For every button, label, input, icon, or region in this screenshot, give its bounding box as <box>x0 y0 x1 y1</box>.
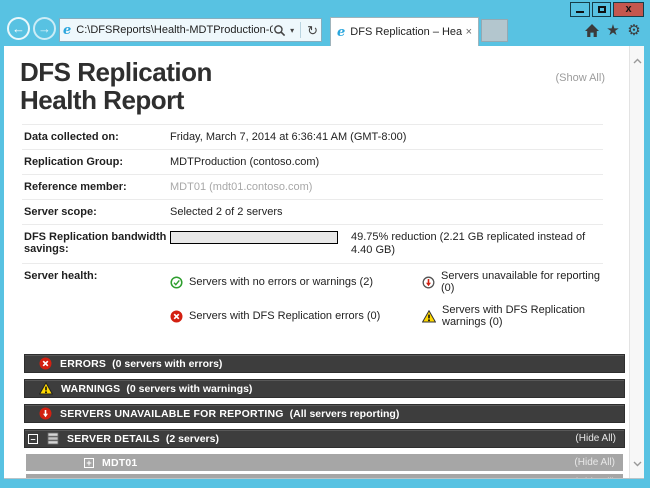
health-item-errors: Servers with DFS Replication errors (0) <box>170 304 422 328</box>
expand-toggle[interactable]: + <box>84 457 94 468</box>
tab-dfs-replication-health-report[interactable]: e DFS Replication – Health Re... × <box>330 17 479 46</box>
page-content: DFS Replication Health Report (Show All)… <box>4 46 644 479</box>
info-row-data-collected: Data collected on: Friday, March 7, 2014… <box>22 124 603 149</box>
health-item-warnings: Servers with DFS Replication warnings (0… <box>422 304 603 328</box>
info-label: Replication Group: <box>24 156 123 168</box>
server-row-mdt02[interactable]: + MDT02 (Hide All) <box>26 474 623 479</box>
section-servers-unavailable[interactable]: SERVERS UNAVAILABLE FOR REPORTING (All s… <box>24 404 625 423</box>
window-controls: x <box>570 2 644 17</box>
section-count: (2 servers) <box>165 432 219 445</box>
health-item-no-errors: Servers with no errors or warnings (2) <box>170 270 422 294</box>
health-report: DFS Replication Health Report (Show All)… <box>4 46 629 478</box>
hide-all-link[interactable]: (Hide All) <box>575 433 616 444</box>
info-label: Server health: <box>24 270 98 282</box>
favorites-button[interactable]: ★ <box>604 21 622 39</box>
info-label: Reference member: <box>24 181 127 193</box>
vertical-scrollbar[interactable] <box>629 46 644 478</box>
server-row-mdt01[interactable]: + MDT01 (Hide All) <box>26 454 623 471</box>
address-bar[interactable]: e C:\DFSReports\Health-MDTProduction-07M… <box>59 18 322 42</box>
server-icon <box>47 432 59 445</box>
star-icon: ★ <box>606 22 620 39</box>
gear-icon: ⚙ <box>627 22 641 39</box>
info-value: MDTProduction (contoso.com) <box>170 156 320 168</box>
warning-triangle-icon <box>422 309 436 322</box>
address-divider <box>300 22 302 38</box>
tab-title: DFS Replication – Health Re... <box>350 26 462 38</box>
page-icon: e <box>63 22 72 38</box>
scroll-up-button[interactable] <box>630 52 644 69</box>
section-server-details[interactable]: – SERVER DETAILS (2 servers) (Hide All) <box>24 429 625 448</box>
info-value: MDT01 (mdt01.contoso.com) <box>170 181 313 193</box>
info-row-server-health: Server health: Servers with no errors or… <box>22 263 603 342</box>
warning-triangle-icon <box>39 382 53 395</box>
unavailable-circle-icon <box>422 276 435 288</box>
red-error-circle-icon <box>170 310 183 322</box>
info-label: Data collected on: <box>24 131 119 143</box>
info-label: DFS Replication bandwidth savings: <box>24 231 167 255</box>
hide-all-link[interactable]: (Hide All) <box>574 457 615 468</box>
info-row-bandwidth-savings: DFS Replication bandwidth savings: 49.75… <box>22 224 603 263</box>
unavailable-circle-icon <box>39 407 52 420</box>
health-item-unavailable: Servers unavailable for reporting (0) <box>422 270 603 294</box>
forward-button[interactable]: → <box>33 17 56 40</box>
section-count: (0 servers with warnings) <box>126 382 253 395</box>
server-name: MDT01 <box>102 456 138 469</box>
address-text[interactable]: C:\DFSReports\Health-MDTProduction-07Ma <box>76 24 274 36</box>
red-error-circle-icon <box>39 357 52 370</box>
refresh-icon[interactable]: ↻ <box>307 22 318 38</box>
report-sections: ERRORS (0 servers with errors) WARNINGS … <box>24 354 625 479</box>
chevron-down-icon <box>633 461 641 466</box>
close-icon: x <box>625 3 632 15</box>
section-count: (All servers reporting) <box>289 407 400 420</box>
back-button[interactable]: ← <box>7 17 30 40</box>
search-icon[interactable] <box>273 24 286 37</box>
info-row-replication-group: Replication Group: MDTProduction (contos… <box>22 149 603 174</box>
report-summary-table: Data collected on: Friday, March 7, 2014… <box>22 124 603 342</box>
bandwidth-summary: 49.75% reduction (2.21 GB replicated ins… <box>351 231 586 256</box>
server-name: MDT02 <box>102 477 137 479</box>
info-row-reference-member: Reference member: MDT01 (mdt01.contoso.c… <box>22 174 603 199</box>
scroll-down-button[interactable] <box>630 455 644 472</box>
minimize-icon <box>576 11 584 13</box>
green-check-circle-icon <box>170 275 183 289</box>
info-label: Server scope: <box>24 206 97 218</box>
back-arrow-icon: ← <box>12 21 25 36</box>
tab-close-icon[interactable]: × <box>465 26 472 38</box>
forward-arrow-icon: → <box>38 21 51 36</box>
section-warnings[interactable]: WARNINGS (0 servers with warnings) <box>24 379 625 398</box>
address-dropdown-icon[interactable]: ▾ <box>290 25 295 35</box>
page-title: DFS Replication Health Report <box>20 57 212 115</box>
chevron-up-icon <box>633 58 641 63</box>
bandwidth-progress-bar <box>170 231 338 244</box>
section-title: SERVER DETAILS <box>67 432 160 445</box>
section-errors[interactable]: ERRORS (0 servers with errors) <box>24 354 625 373</box>
collapse-toggle[interactable]: – <box>28 433 38 444</box>
home-button[interactable] <box>583 21 601 39</box>
info-row-server-scope: Server scope: Selected 2 of 2 servers <box>22 199 603 224</box>
section-title: SERVERS UNAVAILABLE FOR REPORTING <box>60 407 284 420</box>
section-title: ERRORS <box>60 357 107 370</box>
expand-toggle[interactable]: + <box>84 477 94 478</box>
close-button[interactable]: x <box>613 2 644 17</box>
show-all-link[interactable]: (Show All) <box>555 72 605 84</box>
home-icon <box>585 23 599 37</box>
maximize-icon <box>597 6 606 13</box>
tools-button[interactable]: ⚙ <box>625 21 643 39</box>
section-count: (0 servers with errors) <box>112 357 223 370</box>
info-value: Friday, March 7, 2014 at 6:36:41 AM (GMT… <box>170 131 407 143</box>
hide-all-link[interactable]: (Hide All) <box>574 477 615 478</box>
new-tab-button[interactable] <box>481 19 508 42</box>
section-title: WARNINGS <box>61 382 121 395</box>
info-value: Selected 2 of 2 servers <box>170 206 283 218</box>
maximize-button[interactable] <box>592 2 611 17</box>
tab-favicon: e <box>337 24 346 40</box>
minimize-button[interactable] <box>570 2 590 17</box>
